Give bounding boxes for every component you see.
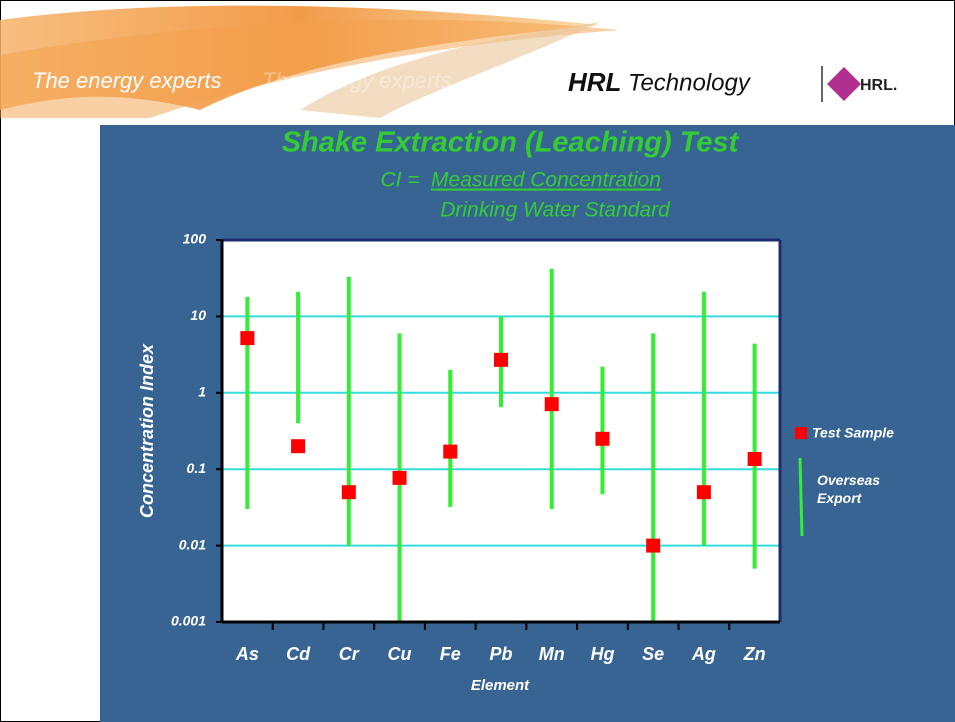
test-sample-marker bbox=[240, 331, 255, 346]
legend-marker bbox=[798, 457, 804, 537]
test-sample-marker bbox=[341, 485, 356, 500]
test-sample-marker bbox=[392, 470, 407, 485]
x-tick-label: Se bbox=[642, 644, 664, 664]
x-tick-label: Cr bbox=[339, 644, 360, 664]
y-tick-label: 1 bbox=[198, 384, 206, 400]
x-tick-label: Fe bbox=[440, 644, 461, 664]
test-sample-marker bbox=[494, 352, 508, 367]
x-tick-label: Hg bbox=[590, 644, 614, 664]
logo-bold: HRL bbox=[568, 67, 621, 97]
x-axis-label: Element bbox=[471, 677, 530, 694]
tagline: The energy experts bbox=[32, 68, 222, 93]
chart-title: Shake Extraction (Leaching) Test bbox=[282, 127, 740, 159]
y-tick-label: 10 bbox=[190, 307, 206, 323]
x-tick-label: Mn bbox=[539, 644, 565, 664]
test-sample-marker bbox=[595, 431, 610, 446]
subtitle-numerator: Measured Concentration bbox=[431, 169, 661, 192]
tagline-echo: The energy experts bbox=[262, 68, 452, 93]
y-axis-label: Concentration Index bbox=[137, 343, 157, 518]
x-tick-label: Ag bbox=[691, 644, 716, 664]
legend-label: Overseas Export bbox=[817, 472, 881, 506]
test-sample-marker bbox=[747, 451, 762, 466]
subtitle-lhs: CI = bbox=[380, 169, 419, 192]
legend-label: Test Sample bbox=[812, 425, 894, 441]
swoosh bbox=[0, 19, 620, 118]
logo-badge: HRL. bbox=[860, 77, 897, 94]
test-sample-marker bbox=[544, 397, 559, 412]
legend-marker bbox=[795, 427, 807, 439]
x-tick-label: Cu bbox=[388, 644, 412, 664]
x-tick-label: Zn bbox=[743, 644, 766, 664]
test-sample-marker bbox=[443, 444, 458, 459]
test-sample-marker bbox=[291, 439, 306, 454]
x-tick-label: As bbox=[235, 644, 259, 664]
y-tick-label: 100 bbox=[183, 231, 207, 247]
test-sample-marker bbox=[696, 485, 711, 500]
y-tick-label: 0.001 bbox=[171, 613, 206, 629]
test-sample-marker bbox=[646, 538, 661, 553]
swoosh bbox=[300, 22, 600, 118]
y-tick-label: 0.1 bbox=[187, 460, 207, 476]
plot-area bbox=[222, 240, 780, 622]
x-tick-label: Pb bbox=[489, 644, 512, 664]
x-tick-label: Cd bbox=[286, 644, 311, 664]
logo-light: Technology bbox=[628, 69, 752, 96]
subtitle-denominator: Drinking Water Standard bbox=[440, 199, 671, 222]
y-tick-label: 0.01 bbox=[179, 536, 206, 552]
